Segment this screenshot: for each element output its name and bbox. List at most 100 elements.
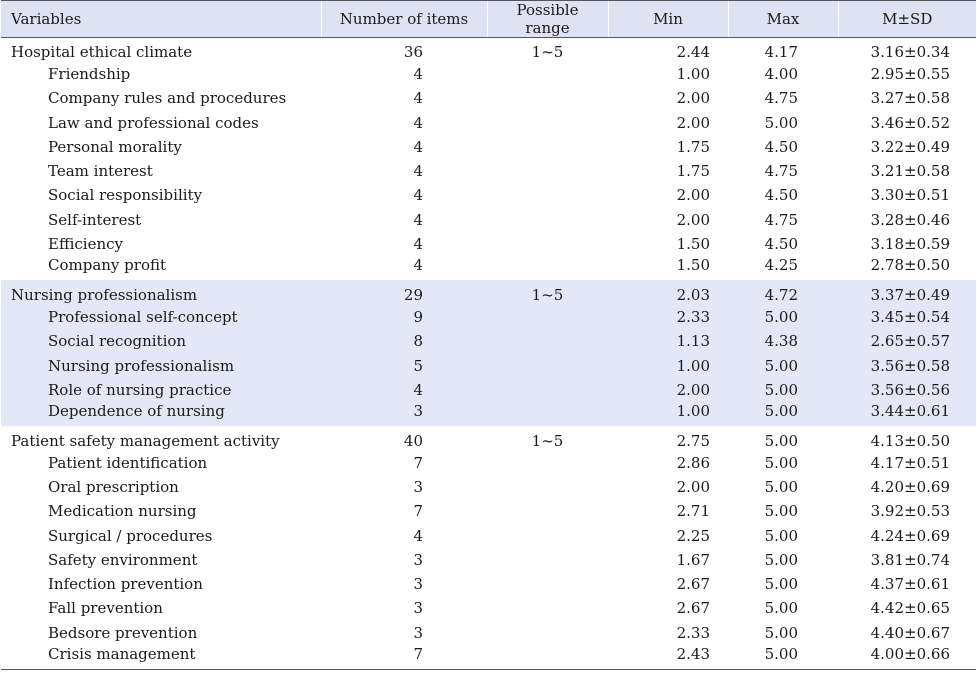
row-msd: 4.20±0.69 xyxy=(870,477,950,496)
row-range xyxy=(487,86,608,110)
row-min: 1.67 xyxy=(676,550,710,569)
row-range xyxy=(487,329,608,353)
row-min: 2.00 xyxy=(676,477,710,496)
row-msd: 3.44±0.61 xyxy=(870,402,950,421)
row-msd: 3.28±0.46 xyxy=(870,210,950,229)
table-row: Law and professional codes 4 2.00 5.00 3… xyxy=(1,110,976,134)
row-msd: 4.42±0.65 xyxy=(870,599,950,618)
row-max: 5.00 xyxy=(764,113,798,132)
row-variable: Fall prevention xyxy=(48,599,163,618)
row-variable: Safety environment xyxy=(48,550,198,569)
row-msd: 3.21±0.58 xyxy=(870,162,950,181)
group-msd: 3.16±0.34 xyxy=(870,43,950,62)
table-row: Patient identification 7 2.86 5.00 4.17±… xyxy=(1,451,976,475)
group-hospital-ethical-climate: Hospital ethical climate 36 1~5 2.44 4.1… xyxy=(1,37,976,281)
row-variable: Surgical / procedures xyxy=(48,526,213,545)
row-msd: 3.18±0.59 xyxy=(870,235,950,254)
row-range xyxy=(487,475,608,499)
row-min: 1.50 xyxy=(676,256,710,275)
row-items: 4 xyxy=(413,380,423,399)
row-msd: 3.27±0.58 xyxy=(870,89,950,108)
row-items: 4 xyxy=(413,113,423,132)
row-range xyxy=(487,523,608,547)
row-range xyxy=(487,378,608,402)
table-row: Infection prevention 3 2.67 5.00 4.37±0.… xyxy=(1,572,976,596)
row-msd: 3.46±0.52 xyxy=(870,113,950,132)
row-variable: Friendship xyxy=(48,64,131,83)
table-row: Surgical / procedures 4 2.25 5.00 4.24±0… xyxy=(1,523,976,547)
row-range xyxy=(487,572,608,596)
row-range xyxy=(487,135,608,159)
table-row: Friendship 4 1.00 4.00 2.95±0.55 xyxy=(1,62,976,86)
group-variable: Nursing professionalism xyxy=(11,286,198,305)
row-range xyxy=(487,353,608,377)
row-msd: 3.56±0.58 xyxy=(870,356,950,375)
row-max: 5.00 xyxy=(764,575,798,594)
row-range xyxy=(487,208,608,232)
row-items: 3 xyxy=(413,550,423,569)
header-max: Max xyxy=(727,0,838,38)
group-items: 36 xyxy=(403,43,423,62)
row-min: 1.00 xyxy=(676,356,710,375)
row-min: 2.25 xyxy=(676,526,710,545)
group-range: 1~5 xyxy=(531,431,564,450)
header-variables: Variables xyxy=(1,0,321,38)
row-items: 3 xyxy=(413,599,423,618)
row-range xyxy=(487,110,608,134)
row-items: 4 xyxy=(413,89,423,108)
row-min: 1.75 xyxy=(676,137,710,156)
row-range xyxy=(487,451,608,475)
row-items: 9 xyxy=(413,307,423,326)
row-max: 4.00 xyxy=(764,64,798,83)
row-items: 4 xyxy=(413,526,423,545)
table-row: Self-interest 4 2.00 4.75 3.28±0.46 xyxy=(1,208,976,232)
row-max: 5.00 xyxy=(764,623,798,642)
statistics-table: Variables Number of items Possible range… xyxy=(1,0,976,670)
row-variable: Role of nursing practice xyxy=(48,380,232,399)
row-min: 2.33 xyxy=(676,307,710,326)
row-min: 1.13 xyxy=(676,332,710,351)
table-row: Medication nursing 7 2.71 5.00 3.92±0.53 xyxy=(1,499,976,523)
row-msd: 2.65±0.57 xyxy=(870,332,950,351)
row-variable: Patient identification xyxy=(48,453,208,472)
table-row: Personal morality 4 1.75 4.50 3.22±0.49 xyxy=(1,135,976,159)
row-msd: 3.45±0.54 xyxy=(870,307,950,326)
row-msd: 4.24±0.69 xyxy=(870,526,950,545)
group-min: 2.03 xyxy=(676,286,710,305)
table-row: Bedsore prevention 3 2.33 5.00 4.40±0.67 xyxy=(1,621,976,645)
row-msd: 3.30±0.51 xyxy=(870,186,950,205)
group-max: 4.72 xyxy=(764,286,798,305)
row-range xyxy=(487,159,608,183)
row-min: 2.00 xyxy=(676,380,710,399)
table-row: Professional self-concept 9 2.33 5.00 3.… xyxy=(1,305,976,329)
group-summary-row: Hospital ethical climate 36 1~5 2.44 4.1… xyxy=(1,38,976,62)
row-max: 4.25 xyxy=(764,256,798,275)
row-max: 5.00 xyxy=(764,402,798,421)
table-row: Crisis management 7 2.43 5.00 4.00±0.66 xyxy=(1,644,976,670)
group-summary-row: Nursing professionalism 29 1~5 2.03 4.72… xyxy=(1,280,976,304)
row-items: 8 xyxy=(413,332,423,351)
row-variable: Social responsibility xyxy=(48,186,203,205)
group-items: 40 xyxy=(403,431,423,450)
table-row: Safety environment 3 1.67 5.00 3.81±0.74 xyxy=(1,548,976,572)
row-msd: 4.00±0.66 xyxy=(838,644,976,670)
row-range xyxy=(487,402,608,426)
group-items: 29 xyxy=(403,286,423,305)
row-items: 3 xyxy=(413,623,423,642)
row-items: 3 xyxy=(413,575,423,594)
header-row: Variables Number of items Possible range… xyxy=(1,0,976,38)
row-range xyxy=(487,499,608,523)
group-max: 5.00 xyxy=(764,431,798,450)
row-min: 2.71 xyxy=(676,502,710,521)
row-max: 5.00 xyxy=(764,307,798,326)
row-range xyxy=(487,256,608,280)
group-min: 2.75 xyxy=(676,431,710,450)
group-nursing-professionalism: Nursing professionalism 29 1~5 2.03 4.72… xyxy=(1,280,976,427)
row-max: 4.38 xyxy=(764,332,798,351)
table-row: Fall prevention 3 2.67 5.00 4.42±0.65 xyxy=(1,596,976,620)
table-header: Variables Number of items Possible range… xyxy=(1,0,976,38)
row-max: 5.00 xyxy=(764,380,798,399)
row-items: 7 xyxy=(321,644,487,670)
row-variable: Dependence of nursing xyxy=(48,402,225,421)
row-range xyxy=(487,596,608,620)
